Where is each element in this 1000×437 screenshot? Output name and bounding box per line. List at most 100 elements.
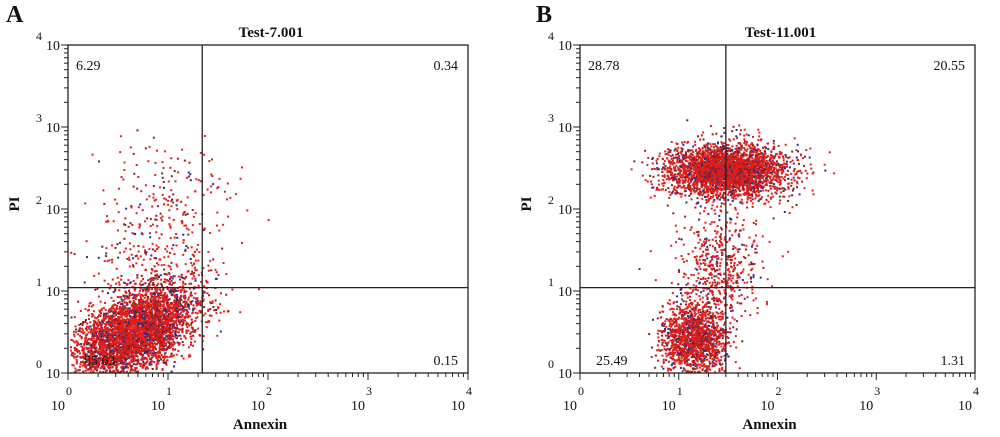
event-dot xyxy=(137,250,140,253)
event-dot xyxy=(144,350,147,353)
event-dot xyxy=(159,345,162,348)
event-dot xyxy=(203,285,206,288)
event-dot xyxy=(122,321,125,324)
event-dot xyxy=(148,349,151,352)
event-dot xyxy=(154,314,157,317)
event-dot xyxy=(129,307,132,310)
event-dot xyxy=(117,323,120,326)
event-dot xyxy=(83,355,86,358)
event-dot xyxy=(123,367,126,370)
event-dot xyxy=(86,369,89,372)
event-dot xyxy=(133,331,136,334)
event-dot xyxy=(152,296,155,299)
event-dot xyxy=(137,310,140,313)
event-dot xyxy=(195,298,198,301)
event-dot xyxy=(126,340,129,343)
event-dot xyxy=(92,352,95,355)
event-dot xyxy=(152,307,155,310)
event-dot xyxy=(152,278,155,281)
event-dot xyxy=(160,328,163,331)
event-dot xyxy=(159,321,161,324)
event-dot xyxy=(106,332,109,335)
event-dot xyxy=(189,315,192,318)
event-dot xyxy=(108,340,111,343)
event-dot xyxy=(94,316,97,319)
event-dot xyxy=(140,344,143,347)
event-dot xyxy=(132,320,135,323)
event-dot xyxy=(82,347,84,350)
event-dot xyxy=(159,297,162,299)
event-dot xyxy=(117,281,120,284)
event-dot xyxy=(169,305,171,308)
event-dot xyxy=(145,311,148,314)
event-dot xyxy=(185,330,188,333)
event-dot xyxy=(131,304,134,307)
event-dot xyxy=(120,320,123,323)
event-dot xyxy=(712,200,715,203)
event-dot xyxy=(168,345,170,348)
event-dot xyxy=(116,243,119,246)
event-dot xyxy=(112,351,115,354)
event-dot xyxy=(211,175,214,177)
event-dot xyxy=(120,312,123,315)
event-dot xyxy=(118,333,121,336)
event-dot xyxy=(85,353,88,356)
event-dot xyxy=(149,350,152,353)
event-dot xyxy=(104,358,106,361)
event-dot xyxy=(129,222,132,225)
event-dot xyxy=(123,223,125,226)
event-dot xyxy=(761,168,764,170)
event-dot xyxy=(131,341,134,344)
event-dot xyxy=(133,326,136,329)
event-dot xyxy=(719,158,722,161)
event-dot xyxy=(130,205,133,207)
event-dot xyxy=(82,370,85,373)
event-dot xyxy=(149,323,152,326)
event-dot xyxy=(102,328,105,331)
event-dot xyxy=(92,365,95,368)
event-dot xyxy=(164,319,167,322)
event-dot xyxy=(74,331,77,334)
event-dot xyxy=(169,237,172,240)
event-dot xyxy=(707,160,710,163)
event-dot xyxy=(85,327,87,330)
event-dot xyxy=(149,305,152,308)
event-dot xyxy=(154,327,157,330)
event-dot xyxy=(117,211,120,214)
event-dot xyxy=(171,287,174,290)
event-dot xyxy=(159,332,162,334)
event-dot xyxy=(181,330,184,333)
event-dot xyxy=(79,363,82,366)
event-dot xyxy=(754,157,757,159)
event-dot xyxy=(191,320,194,323)
axis-ticks xyxy=(61,44,469,380)
event-dot xyxy=(121,348,124,350)
event-dot xyxy=(157,299,160,302)
event-dot xyxy=(145,326,148,329)
event-dot xyxy=(84,308,87,311)
event-dot xyxy=(184,204,187,207)
event-dot xyxy=(126,357,129,360)
event-dot xyxy=(132,325,135,328)
event-dot xyxy=(149,314,152,317)
event-dot xyxy=(199,151,202,154)
event-dot xyxy=(194,329,197,332)
event-dot xyxy=(78,369,81,372)
event-dot xyxy=(117,363,120,366)
event-dot xyxy=(185,290,188,293)
event-dot xyxy=(93,327,96,330)
event-dot xyxy=(159,274,162,277)
event-dot xyxy=(157,321,160,324)
event-dot xyxy=(103,316,106,319)
event-dot xyxy=(161,325,164,328)
y-tick-label: 104 xyxy=(36,29,60,54)
event-dot xyxy=(193,250,196,253)
event-dot xyxy=(160,278,163,281)
event-dot xyxy=(107,360,110,363)
event-dot xyxy=(193,271,196,274)
event-dot xyxy=(122,331,125,334)
event-dot xyxy=(170,294,173,297)
event-dot xyxy=(147,160,150,163)
event-dot xyxy=(150,254,153,257)
event-dot xyxy=(154,161,157,164)
